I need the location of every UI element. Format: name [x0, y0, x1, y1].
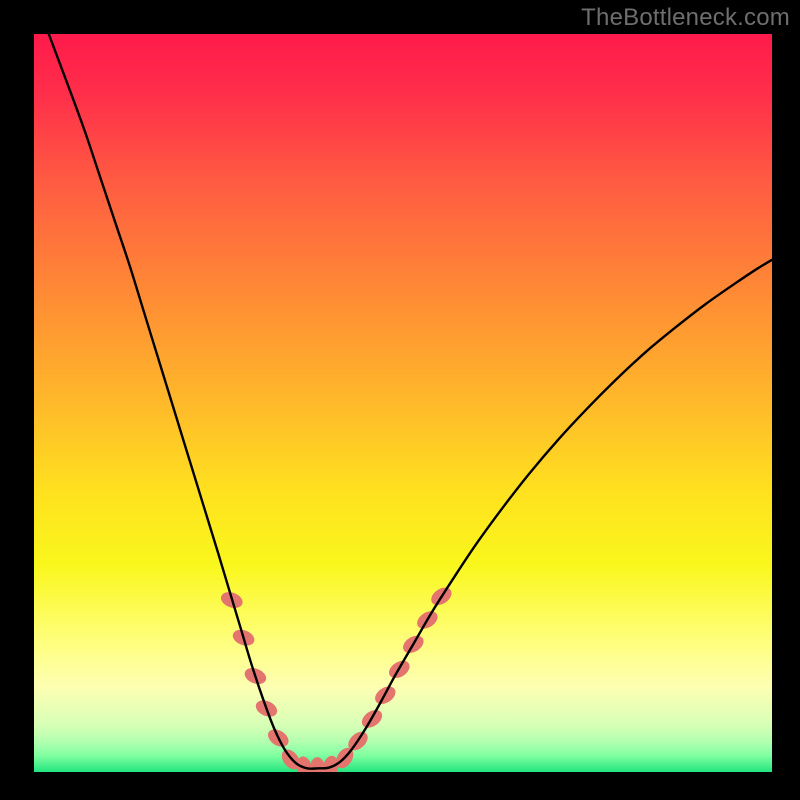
curve-markers [219, 584, 455, 780]
bottleneck-curve [49, 34, 772, 769]
chart-canvas: TheBottleneck.com [0, 0, 800, 800]
plot-layer [49, 34, 772, 780]
chart-svg [0, 0, 800, 800]
